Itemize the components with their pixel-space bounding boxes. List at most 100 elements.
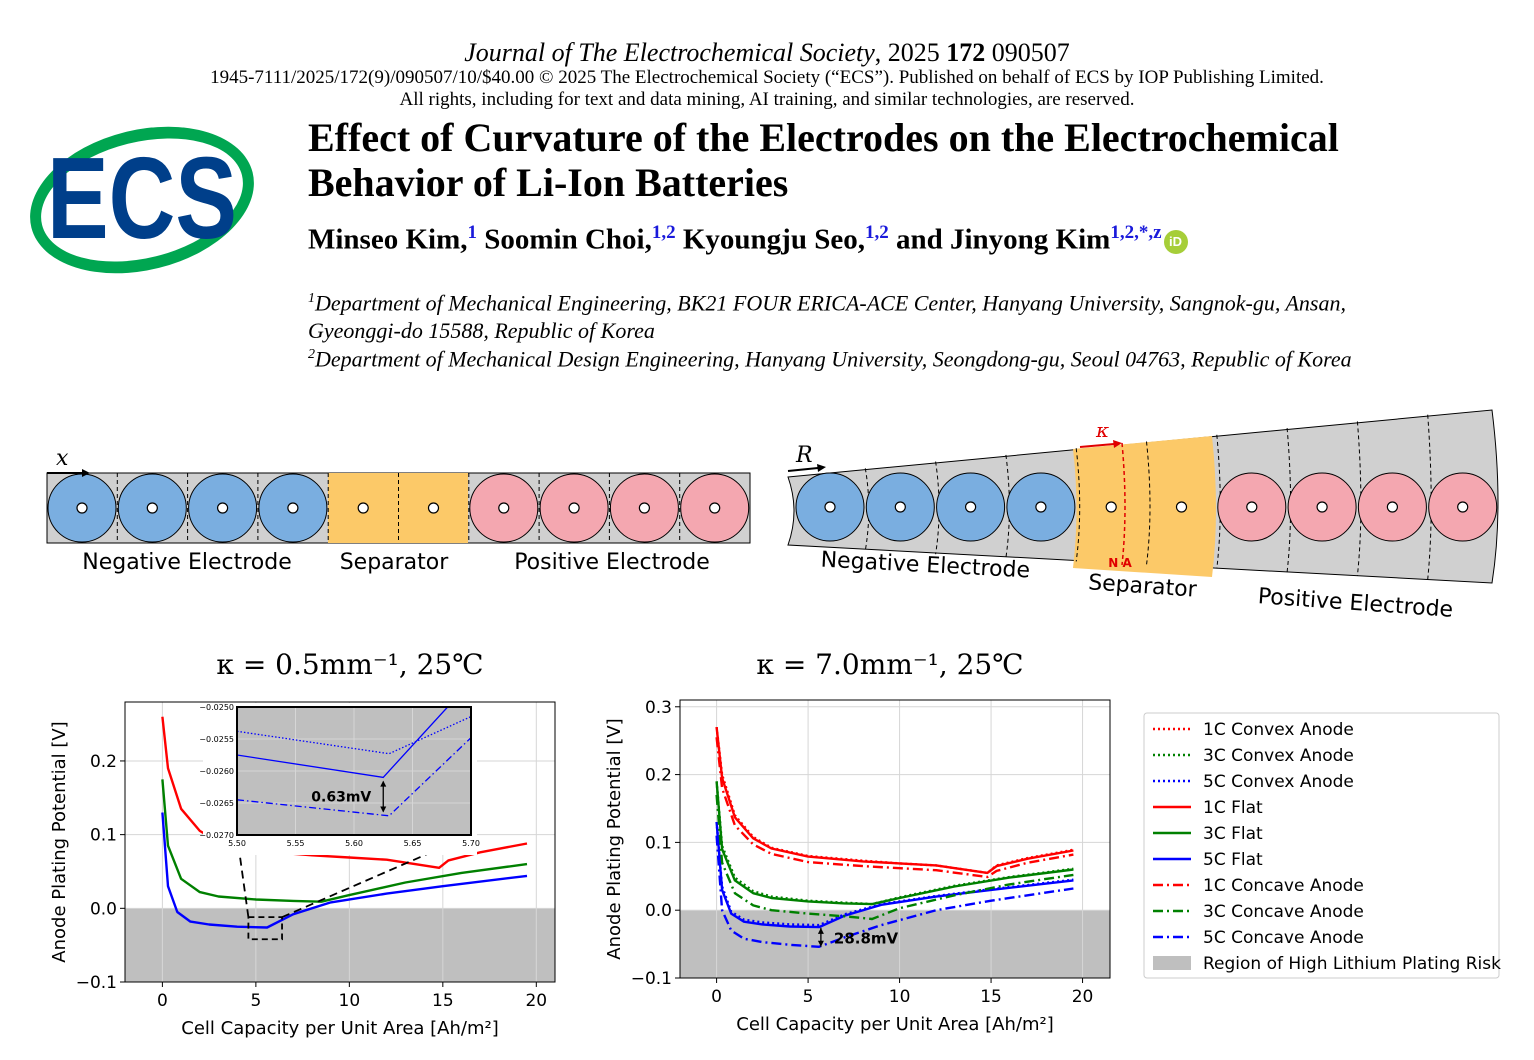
affiliation-line: Gyeonggi-do 15588, Republic of Korea (308, 318, 655, 344)
series-line-1c-convex-anode (715, 726, 1074, 875)
affiliation-sup: 1 (308, 291, 315, 306)
particle-center (498, 502, 510, 514)
kappa-label: κ (1095, 418, 1109, 442)
plot-frame (124, 701, 556, 983)
rights-line: All rights, including for text and data … (399, 89, 1135, 110)
x-tick-label: 10 (889, 987, 911, 1007)
affiliation-sup: 2 (308, 347, 315, 362)
author-list: Minseo Kim,1 Soomin Choi,1,2 Kyoungju Se… (308, 222, 1188, 257)
y-tick-label: 0.3 (645, 698, 672, 718)
affiliation-line: Department of Mechanical Engineering, BK… (315, 290, 1346, 316)
inset-x-tick-label: 5.50 (228, 839, 246, 848)
curved-particles (795, 414, 1498, 580)
particle-divider (1075, 448, 1081, 562)
y-tick-label: 0.2 (645, 766, 672, 786)
x-tick-label: 5 (803, 987, 814, 1007)
x-tick-label: 0 (157, 991, 168, 1011)
orcid-icon[interactable]: iD (1163, 230, 1188, 254)
legend-label: Region of High Lithium Plating Risk (1203, 954, 1501, 974)
particle-center (709, 502, 721, 514)
ecs-logo: ECS (30, 126, 254, 274)
y-axis-label: Anode Plating Potential [V] (49, 721, 70, 962)
legend-label: 5C Flat (1203, 850, 1263, 870)
copyright-line: 1945-7111/2025/172(9)/090507/10/$40.00 ©… (210, 67, 1324, 88)
inset-x-tick-label: 5.55 (287, 839, 305, 848)
series-line-5c-flat (715, 821, 1074, 929)
inset-y-tick-label: −0.0260 (199, 767, 234, 776)
inset-series-5c-convex-anode (237, 716, 471, 755)
author-name: and Jinyong Kim (895, 223, 1111, 256)
particle-center (1316, 501, 1328, 513)
inset-x-tick-label: 5.65 (404, 839, 422, 848)
author-sup: 1 (467, 222, 478, 243)
legend-label: 3C Flat (1203, 824, 1263, 844)
right-plot-title: κ = 7.0mm⁻¹, 25℃ (756, 648, 1024, 681)
inset-y-tick-label: −0.0255 (199, 735, 234, 744)
flat-negative-label: Negative Electrode (82, 550, 292, 575)
particle-center (357, 502, 369, 514)
y-tick-label: −0.1 (76, 973, 117, 993)
particle-divider (1146, 441, 1151, 566)
legend-label: 5C Concave Anode (1203, 928, 1364, 948)
series-line-3c-flat (161, 779, 528, 903)
inset-y-tick-label: −0.0265 (199, 799, 234, 808)
y-tick-label: 0.0 (90, 899, 117, 919)
particle-divider (864, 468, 870, 551)
left-plot-title: κ = 0.5mm⁻¹, 25℃ (216, 648, 484, 681)
x-axis-label: x (56, 446, 69, 471)
arrow-head (817, 940, 824, 947)
journal-citation: Journal of The Electrochemical Society, … (464, 38, 1070, 67)
x-tick-label: 0 (711, 987, 722, 1007)
curved-positive-label: Positive Electrode (1257, 584, 1454, 623)
author-name: Soomin Choi, (484, 223, 652, 256)
r-arrow-head (817, 464, 826, 472)
r-axis-label: R (795, 443, 813, 468)
series-line-1c-concave-anode (715, 737, 1074, 879)
chart-legend: 1C Convex Anode 3C Convex Anode 5C Convex … (1143, 712, 1501, 979)
series-line-5c-flat (161, 812, 528, 929)
x-tick-label: 10 (339, 991, 361, 1011)
particle-center (638, 502, 651, 514)
chart-annotation: 28.8mV (834, 929, 899, 947)
legend-label: 1C Convex Anode (1203, 720, 1354, 740)
inset-annotation: 0.63mV (311, 790, 371, 806)
author-sup: 1,2 (864, 222, 889, 243)
particle-center (1035, 501, 1047, 513)
x-arrow-head (82, 469, 90, 477)
particle-center (1175, 501, 1188, 513)
particle-center (1457, 501, 1469, 513)
inset-series-5c-concave-anode (237, 737, 471, 817)
journal-year: 2025 (887, 38, 940, 67)
flat-separator-label: Separator (340, 550, 450, 575)
inset-frame (236, 706, 472, 836)
journal-volume: 172 (946, 38, 986, 67)
title-line-1: Effect of Curvature of the Electrodes on… (308, 115, 1339, 160)
legend-label: 3C Concave Anode (1203, 902, 1364, 922)
r-axis-arrow (787, 467, 819, 472)
x-tick-label: 20 (1072, 987, 1094, 1007)
x-axis-label: Cell Capacity per Unit Area [Ah/m²] (181, 1018, 498, 1039)
x-axis-label: Cell Capacity per Unit Area [Ah/m²] (736, 1014, 1053, 1035)
affiliation-1: 1Department of Mechanical Engineering, B… (308, 285, 1528, 345)
inset-y-tick-label: −0.0250 (199, 703, 234, 712)
y-tick-label: 0.1 (645, 833, 672, 853)
arrow-head (817, 927, 824, 934)
particle-center (824, 501, 836, 513)
author-sup: 1,2 (651, 222, 676, 243)
particle-center (287, 502, 299, 514)
flat-particles (47, 473, 750, 543)
x-tick-label: 15 (980, 987, 1002, 1007)
particle-center (1386, 501, 1399, 513)
particle-divider (935, 461, 940, 555)
particle-center (1105, 501, 1117, 513)
logo-text: ECS (47, 133, 237, 263)
particle-divider (1286, 428, 1292, 573)
particle-divider (1427, 414, 1432, 580)
y-tick-label: 0.0 (645, 901, 672, 921)
legend-patch (1153, 956, 1191, 970)
copyright-block: 1945-7111/2025/172(9)/090507/10/$40.00 ©… (0, 67, 1534, 111)
particle-center (76, 502, 88, 514)
particle-center (894, 501, 906, 513)
series-line-3c-flat (715, 781, 1074, 906)
series-line-3c-concave-anode (715, 794, 1074, 921)
